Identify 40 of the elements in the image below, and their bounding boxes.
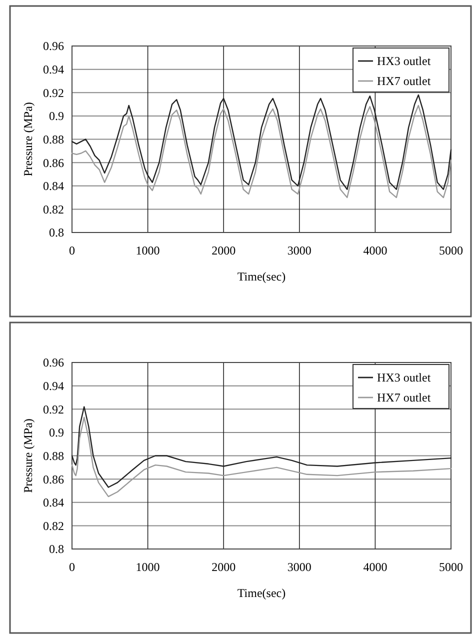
x-tick-label: 4000	[363, 560, 388, 574]
legend-label: HX3 outlet	[377, 54, 432, 68]
line-series	[71, 416, 452, 498]
legend-label: HX3 outlet	[377, 370, 432, 385]
y-tick-label: 0.94	[43, 379, 64, 394]
y-tick-label: 0.86	[43, 472, 64, 486]
y-tick-label: 0.9	[49, 426, 64, 440]
x-tick-label: 4000	[363, 244, 388, 258]
y-axis-title: Pressure (MPa)	[21, 102, 35, 176]
y-tick-label: 0.8	[49, 542, 64, 556]
y-tick-label: 0.84	[43, 179, 64, 194]
legend-label: HX7 outlet	[377, 74, 432, 88]
x-axis-title: Time(sec)	[237, 270, 286, 284]
y-tick-label: 0.96	[43, 39, 64, 54]
x-tick-label: 0	[69, 560, 75, 574]
y-tick-label: 0.84	[43, 496, 64, 510]
y-axis-title: Pressure (MPa)	[21, 418, 35, 493]
y-tick-label: 0.8	[49, 226, 64, 240]
y-tick-label: 0.92	[43, 402, 64, 416]
y-tick-label: 0.86	[43, 156, 64, 170]
x-axis-title: Time(sec)	[237, 586, 286, 600]
y-tick-label: 0.92	[43, 86, 64, 100]
y-tick-label: 0.88	[43, 132, 64, 146]
x-tick-label: 2000	[212, 244, 236, 258]
legend-label: HX7 outlet	[377, 390, 432, 405]
x-tick-label: 1000	[136, 560, 160, 574]
y-tick-label: 0.88	[43, 448, 64, 463]
y-tick-label: 0.96	[43, 356, 64, 370]
y-tick-label: 0.9	[49, 109, 64, 124]
x-tick-label: 0	[69, 244, 75, 258]
x-tick-label: 3000	[287, 244, 312, 258]
y-tick-label: 0.82	[43, 202, 64, 216]
x-tick-label: 5000	[439, 560, 463, 574]
y-tick-label: 0.82	[43, 518, 64, 533]
x-tick-label: 2000	[212, 560, 236, 574]
x-tick-label: 5000	[439, 244, 463, 258]
x-tick-label: 3000	[287, 560, 312, 574]
x-tick-label: 1000	[136, 244, 160, 258]
y-tick-label: 0.94	[43, 62, 64, 77]
line-series	[71, 104, 452, 198]
